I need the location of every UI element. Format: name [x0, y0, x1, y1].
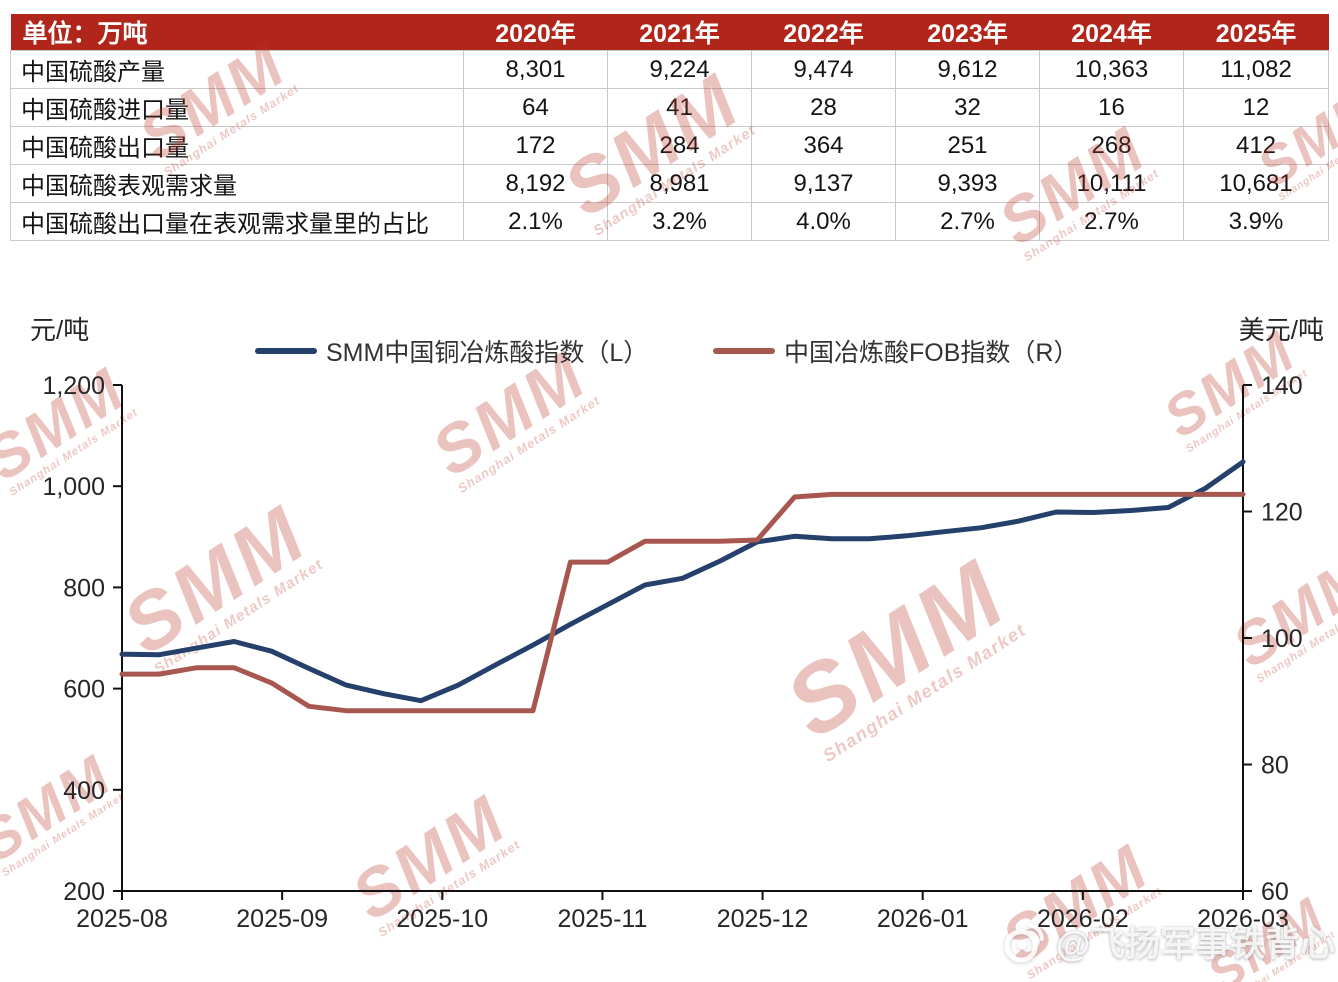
left-axis-unit: 元/吨: [30, 315, 90, 345]
year-header: 2020年: [463, 14, 608, 51]
x-axis-tick-label: 2026-03: [1197, 905, 1289, 933]
right-axis-tick-label: 100: [1261, 625, 1303, 653]
table-cell: 16: [1039, 88, 1184, 127]
legend-swatch-navy: [255, 348, 317, 354]
table-cell: 172: [463, 126, 608, 165]
right-axis-tick-label: 140: [1261, 372, 1303, 400]
series-line-1: [119, 491, 1246, 714]
legend-label: SMM中国铜冶炼酸指数（L）: [326, 339, 649, 367]
row-label: 中国硫酸表观需求量: [10, 164, 464, 203]
row-label: 中国硫酸产量: [10, 50, 464, 89]
table-cell: 2.7%: [1039, 202, 1184, 241]
year-header: 2024年: [1039, 14, 1184, 51]
table-cell: 9,474: [751, 50, 896, 89]
year-header: 2023年: [895, 14, 1040, 51]
year-header: 2021年: [607, 14, 752, 51]
table-row: 中国硫酸出口量在表观需求量里的占比 2.1% 3.2% 4.0% 2.7% 2.7% 3.9…: [10, 202, 1329, 241]
table-cell: 32: [895, 88, 1040, 127]
left-axis-tick-label: 400: [63, 777, 105, 805]
x-axis-tick-label: 2025-10: [396, 905, 488, 933]
table-cell: 28: [751, 88, 896, 127]
legend-swatch-red: [713, 348, 775, 354]
table-row: 中国硫酸进口量 64 41 28 32 16 12: [10, 88, 1329, 127]
table-cell: 9,612: [895, 50, 1040, 89]
table-cell: 9,393: [895, 164, 1040, 203]
table-cell: 284: [607, 126, 752, 165]
year-header: 2022年: [751, 14, 896, 51]
x-axis-tick-label: 2026-02: [1037, 905, 1129, 933]
series-line-0: [119, 459, 1246, 704]
sulfuric-acid-table: 单位：万吨 2020年 2021年 2022年 2023年 2024年 2025…: [10, 14, 1329, 241]
table-header-row: 单位：万吨 2020年 2021年 2022年 2023年 2024年 2025…: [10, 14, 1329, 51]
legend-item-smm-copper-acid-index: SMM中国铜冶炼酸指数（L）: [255, 336, 649, 367]
table-cell: 8,301: [463, 50, 608, 89]
left-axis-tick-label: 1,000: [42, 473, 105, 501]
table-cell: 11,082: [1183, 50, 1329, 89]
table-row: 中国硫酸产量 8,301 9,224 9,474 9,612 10,363 11,082: [10, 50, 1329, 89]
table-cell: 9,224: [607, 50, 752, 89]
table-cell: 412: [1183, 126, 1329, 165]
table-cell: 41: [607, 88, 752, 127]
x-axis-tick-label: 2025-11: [557, 905, 647, 933]
table-row: 中国硫酸出口量 172 284 364 251 268 412: [10, 126, 1329, 165]
row-label: 中国硫酸进口量: [10, 88, 464, 127]
table-row: 中国硫酸表观需求量 8,192 8,981 9,137 9,393 10,111 10,68…: [10, 164, 1329, 203]
x-axis-tick-label: 2025-08: [76, 905, 168, 933]
table-cell: 64: [463, 88, 608, 127]
table-cell: 268: [1039, 126, 1184, 165]
legend-label: 中国冶炼酸FOB指数（R）: [784, 339, 1079, 367]
left-axis-tick-label: 800: [63, 574, 105, 602]
table-cell: 8,981: [607, 164, 752, 203]
x-axis-tick-label: 2025-12: [717, 905, 809, 933]
left-axis-tick-label: 200: [63, 878, 105, 906]
table-cell: 12: [1183, 88, 1329, 127]
line-chart-canvas: 1,200 1,000 800 600 400 200 140 120 100 80 60 2025-…: [42, 372, 1303, 933]
price-chart: 元/吨 美元/吨 SMM中国铜冶炼酸指数（L） 中国冶炼酸FOB指数（R） 1,…: [0, 300, 1338, 982]
row-label: 中国硫酸出口量: [10, 126, 464, 165]
x-axis-tick-label: 2026-01: [877, 905, 969, 933]
table-cell: 3.2%: [607, 202, 752, 241]
table-cell: 2.7%: [895, 202, 1040, 241]
table-cell: 4.0%: [751, 202, 896, 241]
table-cell: 8,192: [463, 164, 608, 203]
right-axis-tick-label: 120: [1261, 499, 1303, 527]
year-header: 2025年: [1183, 14, 1329, 51]
x-axis-tick-label: 2025-09: [236, 905, 328, 933]
left-axis-tick-label: 1,200: [42, 372, 105, 400]
table-cell: 251: [895, 126, 1040, 165]
right-axis-unit: 美元/吨: [1238, 315, 1324, 345]
legend-item-china-fob-acid-index: 中国冶炼酸FOB指数（R）: [713, 336, 1079, 367]
table-cell: 364: [751, 126, 896, 165]
right-axis-tick-label: 80: [1261, 752, 1289, 780]
table-unit-header: 单位：万吨: [10, 14, 464, 51]
right-axis-tick-label: 60: [1261, 878, 1289, 906]
table-cell: 10,363: [1039, 50, 1184, 89]
table-cell: 3.9%: [1183, 202, 1329, 241]
row-label: 中国硫酸出口量在表观需求量里的占比: [10, 202, 464, 241]
chart-legend: SMM中国铜冶炼酸指数（L） 中国冶炼酸FOB指数（R）: [0, 336, 1338, 367]
table-cell: 10,681: [1183, 164, 1329, 203]
table-cell: 10,111: [1039, 164, 1184, 203]
table-cell: 9,137: [751, 164, 896, 203]
left-axis-tick-label: 600: [63, 676, 105, 704]
table-cell: 2.1%: [463, 202, 608, 241]
